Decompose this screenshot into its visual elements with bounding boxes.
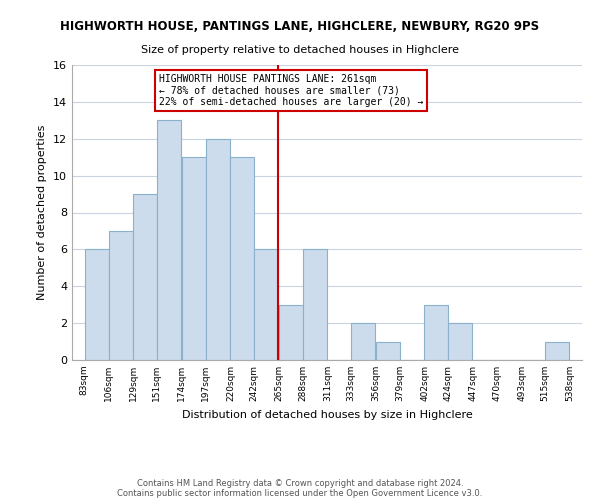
Text: HIGHWORTH HOUSE PANTINGS LANE: 261sqm
← 78% of detached houses are smaller (73)
: HIGHWORTH HOUSE PANTINGS LANE: 261sqm ← … (158, 74, 423, 107)
Bar (448, 323, 472, 360)
Bar (303, 250, 327, 360)
Bar (230, 157, 254, 360)
Bar (376, 342, 400, 360)
Bar (157, 120, 181, 360)
Text: Size of property relative to detached houses in Highclere: Size of property relative to detached ho… (141, 45, 459, 55)
Bar (279, 304, 303, 360)
X-axis label: Distribution of detached houses by size in Highclere: Distribution of detached houses by size … (182, 410, 472, 420)
Bar (133, 194, 157, 360)
Bar (424, 304, 448, 360)
Bar (85, 250, 109, 360)
Bar (206, 138, 230, 360)
Bar (254, 250, 278, 360)
Bar (182, 157, 206, 360)
Bar (109, 231, 133, 360)
Text: Contains HM Land Registry data © Crown copyright and database right 2024.: Contains HM Land Registry data © Crown c… (137, 478, 463, 488)
Text: Contains public sector information licensed under the Open Government Licence v3: Contains public sector information licen… (118, 488, 482, 498)
Y-axis label: Number of detached properties: Number of detached properties (37, 125, 47, 300)
Text: HIGHWORTH HOUSE, PANTINGS LANE, HIGHCLERE, NEWBURY, RG20 9PS: HIGHWORTH HOUSE, PANTINGS LANE, HIGHCLER… (61, 20, 539, 33)
Bar (545, 342, 569, 360)
Bar (351, 323, 375, 360)
